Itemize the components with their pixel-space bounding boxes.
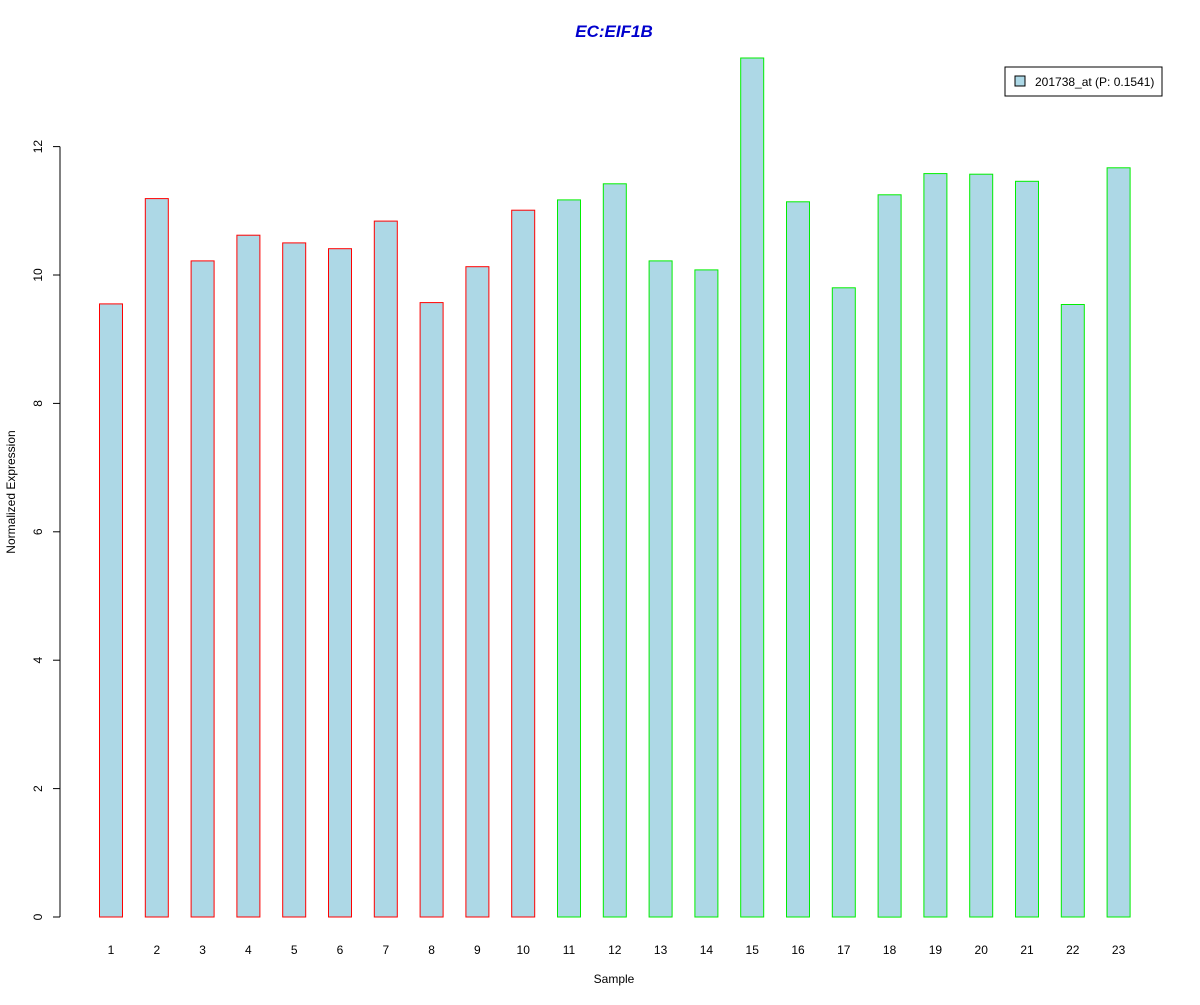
x-tick-label: 3 [199,943,206,957]
legend: 201738_at (P: 0.1541) [1004,66,1163,97]
bar-sample-14 [694,269,719,918]
x-tick-label: 9 [474,943,481,957]
legend-swatch [1014,75,1026,87]
x-tick-label: 1 [108,943,115,957]
y-tick-label: 2 [31,785,45,792]
x-tick-label: 15 [746,943,760,957]
y-tick-label: 12 [31,140,45,154]
x-tick-label: 7 [382,943,389,957]
bar-sample-18 [877,194,902,918]
bar-sample-19 [923,173,948,918]
bar-sample-11 [557,199,581,918]
y-tick-label: 8 [31,400,45,407]
y-tick-label: 10 [31,268,45,282]
bar-sample-6 [328,248,352,918]
x-tick-label: 19 [929,943,943,957]
bar-sample-12 [602,183,627,918]
bar-sample-13 [648,260,673,918]
bar-sample-5 [282,242,307,918]
bar-sample-20 [969,173,994,918]
x-tick-label: 13 [654,943,668,957]
bar-sample-4 [236,234,261,918]
bar-sample-23 [1106,167,1131,918]
x-tick-label: 10 [517,943,531,957]
x-tick-label: 23 [1112,943,1126,957]
x-tick-label: 16 [791,943,805,957]
x-tick-label: 2 [153,943,160,957]
x-tick-label: 14 [700,943,714,957]
legend-label: 201738_at (P: 0.1541) [1035,75,1154,89]
x-tick-label: 21 [1020,943,1034,957]
bar-sample-7 [373,220,398,918]
x-tick-label: 6 [337,943,344,957]
bar-sample-9 [465,266,490,918]
x-tick-label: 4 [245,943,252,957]
bars [99,57,1131,918]
bar-sample-2 [144,198,169,918]
x-tick-label: 12 [608,943,622,957]
bar-sample-10 [511,209,536,918]
y-tick-label: 6 [31,528,45,535]
x-axis-tick-labels: 1 2 3 4 5 6 7 8 9 10 11 12 13 14 15 16 17 18 19 20 21 22 23 [108,943,1126,957]
x-tick-label: 5 [291,943,298,957]
legend-box [1004,66,1163,97]
x-axis-title: Sample [594,972,635,986]
bar-sample-3 [190,260,215,918]
y-axis-title: Normalized Expression [4,430,18,553]
bar-sample-8 [419,302,444,918]
y-tick-label: 0 [31,913,45,920]
bar-sample-16 [786,201,810,918]
y-tick-label: 4 [31,657,45,664]
bar-sample-21 [1015,180,1039,918]
x-tick-label: 17 [837,943,851,957]
bar-sample-17 [831,287,856,918]
bar-sample-15 [740,57,765,918]
bar-sample-22 [1060,304,1085,918]
x-tick-label: 22 [1066,943,1080,957]
x-tick-label: 8 [428,943,435,957]
y-axis: 0 2 4 6 8 10 12 [31,140,61,920]
x-tick-label: 18 [883,943,897,957]
x-tick-label: 20 [975,943,989,957]
chart-title: EC:EIF1B [575,22,652,41]
bar-sample-1 [99,303,123,918]
x-tick-label: 11 [563,943,576,957]
